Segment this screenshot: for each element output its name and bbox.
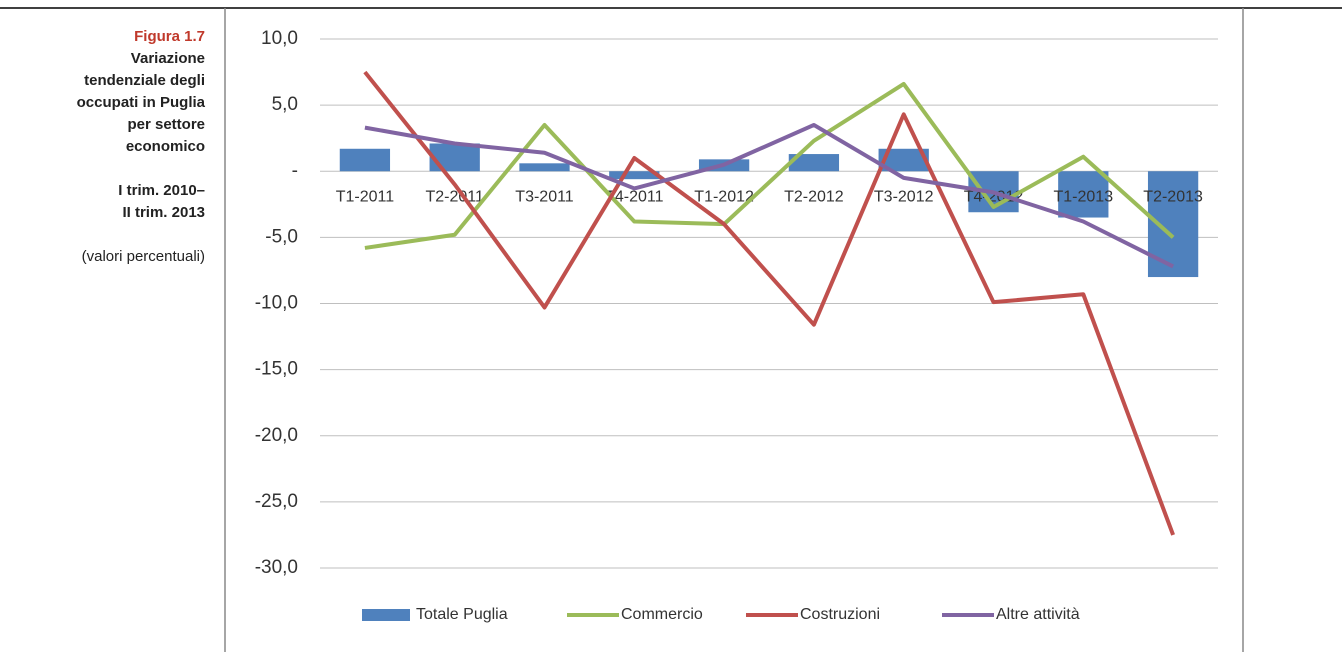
x-tick-label: T2-2013 bbox=[1143, 188, 1203, 205]
legend-label: Altre attività bbox=[996, 606, 1080, 623]
caption-line: economico bbox=[125, 138, 205, 155]
x-tick-label: T4-2011 bbox=[605, 188, 664, 205]
caption: Figura 1.7 Variazione tendenziale degli oc… bbox=[0, 26, 205, 268]
y-tick-label: - bbox=[292, 160, 298, 181]
bar bbox=[878, 148, 929, 172]
y-tick-label: -5,0 bbox=[265, 226, 298, 247]
legend-swatch bbox=[362, 609, 410, 621]
caption-line: I trim. 2010– bbox=[118, 182, 205, 199]
y-tick-label: -15,0 bbox=[255, 359, 298, 380]
x-tick-label: T4-2012 bbox=[964, 188, 1024, 205]
figure-label: Figura 1.7 bbox=[134, 28, 205, 45]
note: (valori percentuali) bbox=[81, 248, 205, 265]
bar bbox=[519, 163, 570, 172]
y-tick-label: 5,0 bbox=[272, 94, 298, 115]
legend-label: Commercio bbox=[621, 606, 703, 623]
legend-label: Costruzioni bbox=[800, 606, 880, 623]
x-tick-label: T3-2012 bbox=[874, 188, 934, 205]
caption-line: per settore bbox=[127, 116, 205, 133]
y-tick-label: 10,0 bbox=[261, 28, 298, 49]
line bbox=[363, 70, 1175, 536]
period: I trim. 2010– II trim. 2013 bbox=[0, 180, 205, 224]
title: Variazione tendenziale degli occupati in P… bbox=[0, 48, 205, 158]
bar bbox=[339, 148, 391, 172]
caption-line: Variazione bbox=[130, 50, 205, 67]
bar bbox=[609, 171, 660, 180]
x-tick-label: T1-2013 bbox=[1054, 188, 1114, 205]
x-tick-label: T1-2011 bbox=[336, 188, 395, 205]
caption-line: occupati in Puglia bbox=[76, 94, 205, 111]
y-tick-label: -25,0 bbox=[255, 491, 298, 512]
x-tick-label: T2-2011 bbox=[425, 188, 484, 205]
line bbox=[364, 81, 1175, 250]
x-tick-label: T1-2012 bbox=[694, 188, 754, 205]
y-tick-label: -10,0 bbox=[255, 293, 298, 314]
bar bbox=[429, 143, 480, 172]
caption-line: II trim. 2013 bbox=[122, 204, 205, 221]
legend-label: Totale Puglia bbox=[416, 606, 508, 623]
line bbox=[364, 122, 1174, 269]
caption-line: tendenziale degli bbox=[84, 72, 205, 89]
x-tick-label: T3-2011 bbox=[515, 188, 574, 205]
x-tick-label: T2-2012 bbox=[784, 188, 844, 205]
y-tick-label: -20,0 bbox=[255, 425, 298, 446]
bar bbox=[1058, 171, 1109, 218]
y-tick-label: -30,0 bbox=[255, 557, 298, 578]
bar bbox=[788, 154, 840, 172]
